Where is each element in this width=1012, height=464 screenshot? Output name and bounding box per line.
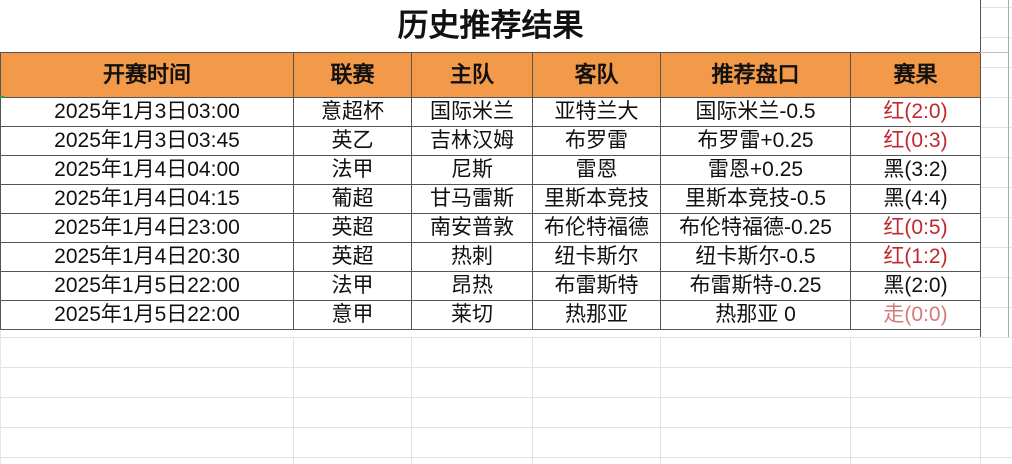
cell-home[interactable]: 国际米兰 (411, 97, 533, 127)
header-cell-home[interactable]: 主队 (411, 52, 533, 98)
cell-time[interactable]: 2025年1月3日03:45 (0, 126, 294, 156)
cell-time[interactable]: 2025年1月4日04:15 (0, 184, 294, 214)
cell-home[interactable]: 昂热 (411, 271, 533, 301)
table-row: 2025年1月4日20:30 英超 热刺 纽卡斯尔 纽卡斯尔-0.5 红(1:2) (0, 242, 981, 272)
grid-line (850, 337, 851, 464)
table-row: 2025年1月3日03:45 英乙 吉林汉姆 布罗雷 布罗雷+0.25 红(0:3) (0, 126, 981, 156)
cell-result[interactable]: 红(0:5) (850, 213, 981, 243)
header-cell-league[interactable]: 联赛 (293, 52, 412, 98)
cell-time[interactable]: 2025年1月4日23:00 (0, 213, 294, 243)
cell-home[interactable]: 甘马雷斯 (411, 184, 533, 214)
cell-away[interactable]: 里斯本竞技 (532, 184, 661, 214)
cell-away[interactable]: 布伦特福德 (532, 213, 661, 243)
cell-time[interactable]: 2025年1月4日04:00 (0, 155, 294, 185)
cell-result[interactable]: 黑(2:0) (850, 271, 981, 301)
grid-line (980, 0, 981, 337)
cell-pick[interactable]: 纽卡斯尔-0.5 (660, 242, 851, 272)
cell-home[interactable]: 南安普敦 (411, 213, 533, 243)
grid-line (1008, 0, 1009, 337)
cell-pick[interactable]: 布伦特福德-0.25 (660, 213, 851, 243)
cell-home[interactable]: 莱切 (411, 300, 533, 330)
cell-time[interactable]: 2025年1月3日03:00 (0, 97, 294, 127)
header-row: 开赛时间 联赛 主队 客队 推荐盘口 赛果 (0, 52, 981, 98)
cell-time[interactable]: 2025年1月5日22:00 (0, 271, 294, 301)
sheet-title[interactable]: 历史推荐结果 (0, 0, 981, 53)
cell-result[interactable]: 红(1:2) (850, 242, 981, 272)
cell-result[interactable]: 红(2:0) (850, 97, 981, 127)
cell-league[interactable]: 英超 (293, 213, 412, 243)
cell-away[interactable]: 布罗雷 (532, 126, 661, 156)
cell-time[interactable]: 2025年1月4日20:30 (0, 242, 294, 272)
grid-line (293, 337, 294, 464)
header-cell-result[interactable]: 赛果 (850, 52, 981, 98)
cell-home[interactable]: 尼斯 (411, 155, 533, 185)
cell-pick[interactable]: 布雷斯特-0.25 (660, 271, 851, 301)
cell-away[interactable]: 布雷斯特 (532, 271, 661, 301)
header-cell-pick[interactable]: 推荐盘口 (660, 52, 851, 98)
cell-league[interactable]: 英超 (293, 242, 412, 272)
cell-result[interactable]: 黑(4:4) (850, 184, 981, 214)
table-row: 2025年1月4日23:00 英超 南安普敦 布伦特福德 布伦特福德-0.25 红(0:5… (0, 213, 981, 243)
cell-home[interactable]: 吉林汉姆 (411, 126, 533, 156)
cell-league[interactable]: 葡超 (293, 184, 412, 214)
cell-pick[interactable]: 国际米兰-0.5 (660, 97, 851, 127)
row-marker (0, 96, 4, 98)
cell-away[interactable]: 纽卡斯尔 (532, 242, 661, 272)
cell-league[interactable]: 意甲 (293, 300, 412, 330)
cell-league[interactable]: 法甲 (293, 271, 412, 301)
cell-result[interactable]: 红(0:3) (850, 126, 981, 156)
cell-home[interactable]: 热刺 (411, 242, 533, 272)
cell-away[interactable]: 雷恩 (532, 155, 661, 185)
cell-result[interactable]: 黑(3:2) (850, 155, 981, 185)
header-cell-time[interactable]: 开赛时间 (0, 52, 294, 98)
cell-pick[interactable]: 布罗雷+0.25 (660, 126, 851, 156)
table-row: 2025年1月5日22:00 意甲 莱切 热那亚 热那亚 0 走(0:0) (0, 300, 981, 330)
cell-pick[interactable]: 热那亚 0 (660, 300, 851, 330)
cell-league[interactable]: 英乙 (293, 126, 412, 156)
grid-line (980, 337, 981, 464)
table-row: 2025年1月5日22:00 法甲 昂热 布雷斯特 布雷斯特-0.25 黑(2:0) (0, 271, 981, 301)
cell-away[interactable]: 热那亚 (532, 300, 661, 330)
table-row: 2025年1月4日04:15 葡超 甘马雷斯 里斯本竞技 里斯本竞技-0.5 黑(4:4) (0, 184, 981, 214)
header-cell-away[interactable]: 客队 (532, 52, 661, 98)
table-row: 2025年1月3日03:00 意超杯 国际米兰 亚特兰大 国际米兰-0.5 红(2:0) (0, 97, 981, 127)
results-table: 历史推荐结果 开赛时间 联赛 主队 客队 推荐盘口 赛果 2025年1月3日03… (0, 0, 981, 330)
grid-line (411, 337, 412, 464)
cell-pick[interactable]: 里斯本竞技-0.5 (660, 184, 851, 214)
grid-line (980, 52, 1008, 53)
table-row: 2025年1月4日04:00 法甲 尼斯 雷恩 雷恩+0.25 黑(3:2) (0, 155, 981, 185)
cell-away[interactable]: 亚特兰大 (532, 97, 661, 127)
cell-league[interactable]: 法甲 (293, 155, 412, 185)
cell-time[interactable]: 2025年1月5日22:00 (0, 300, 294, 330)
cell-league[interactable]: 意超杯 (293, 97, 412, 127)
cell-pick[interactable]: 雷恩+0.25 (660, 155, 851, 185)
grid-line (532, 337, 533, 464)
grid-line (660, 337, 661, 464)
cell-result[interactable]: 走(0:0) (850, 300, 981, 330)
